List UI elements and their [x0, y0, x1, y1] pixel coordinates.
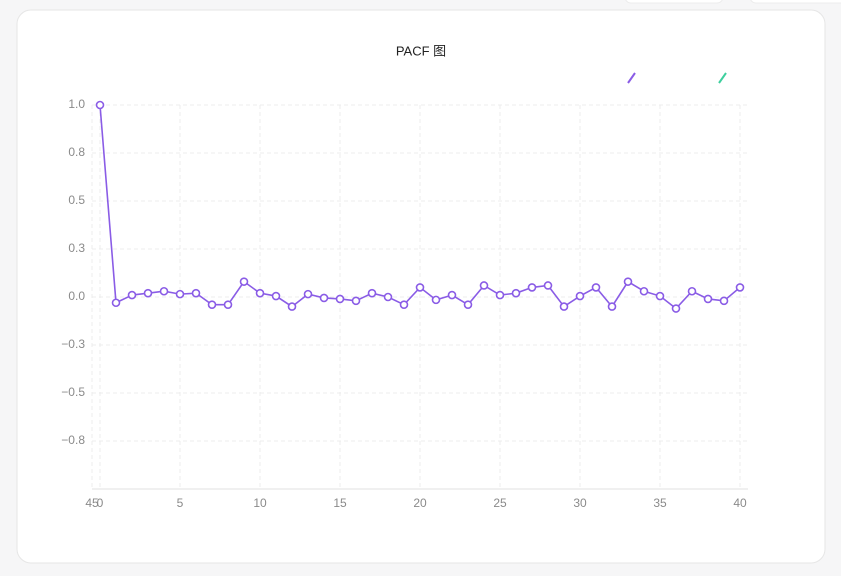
y-tick-label: 1.0	[68, 97, 85, 111]
point	[399, 300, 409, 309]
point	[271, 291, 281, 301]
point	[287, 302, 297, 311]
point	[175, 289, 185, 299]
point	[575, 291, 585, 301]
x-tick-label: 45	[85, 496, 99, 510]
y-tick-label: 0.3	[68, 241, 85, 255]
tab[interactable]	[625, 0, 723, 4]
x-tick-label: 30	[573, 496, 587, 510]
point	[95, 100, 105, 110]
point	[319, 293, 329, 303]
point	[335, 294, 345, 304]
plot: 1.0 0.8 0.5 0.3 0.0 −0.3 −0.5 −0.8 450 5 10 15 20 25 3…	[61, 72, 748, 510]
y-tick-label: −0.3	[61, 337, 85, 351]
point	[703, 294, 713, 304]
point	[191, 288, 201, 298]
point	[415, 283, 425, 292]
point	[447, 290, 457, 300]
point	[479, 281, 489, 290]
point	[239, 277, 249, 286]
point	[143, 288, 153, 298]
x-tick-label: 35	[653, 496, 667, 510]
point	[527, 283, 537, 292]
point	[639, 286, 649, 296]
x-tick-label: 40	[733, 496, 747, 510]
point	[111, 298, 121, 308]
point	[591, 283, 601, 292]
y-tick-label: 0.5	[68, 193, 85, 207]
x-tick-label: 10	[253, 496, 267, 510]
x-tick-label: 5	[177, 496, 184, 510]
point	[431, 295, 441, 305]
point	[495, 290, 505, 300]
point	[207, 300, 217, 309]
y-tick-label: 0.8	[68, 145, 85, 159]
point	[511, 288, 521, 298]
y-tick-label: −0.8	[61, 433, 85, 447]
point	[559, 302, 569, 311]
point	[543, 281, 553, 290]
point	[671, 304, 681, 313]
point	[127, 290, 137, 300]
x-tick-label: 20	[413, 496, 427, 510]
point	[607, 302, 617, 311]
point	[623, 277, 633, 286]
legend-icon[interactable]	[718, 72, 727, 84]
tab[interactable]	[750, 0, 841, 4]
point	[719, 296, 729, 306]
point	[351, 296, 361, 306]
point	[463, 300, 473, 309]
point	[655, 291, 665, 301]
point	[735, 283, 745, 292]
point	[223, 300, 233, 309]
point	[255, 288, 265, 298]
y-tick-label: −0.5	[61, 385, 85, 399]
legend-icon[interactable]	[627, 72, 636, 84]
point	[383, 292, 393, 302]
x-tick-label: 15	[333, 496, 347, 510]
point	[367, 288, 377, 298]
y-tick-label: 0.0	[68, 289, 85, 303]
chart-title: PACF 图	[396, 43, 446, 58]
x-tick-label: 0	[97, 496, 104, 510]
point	[303, 289, 313, 299]
point	[159, 286, 169, 296]
x-tick-label: 25	[493, 496, 507, 510]
point	[687, 286, 697, 296]
